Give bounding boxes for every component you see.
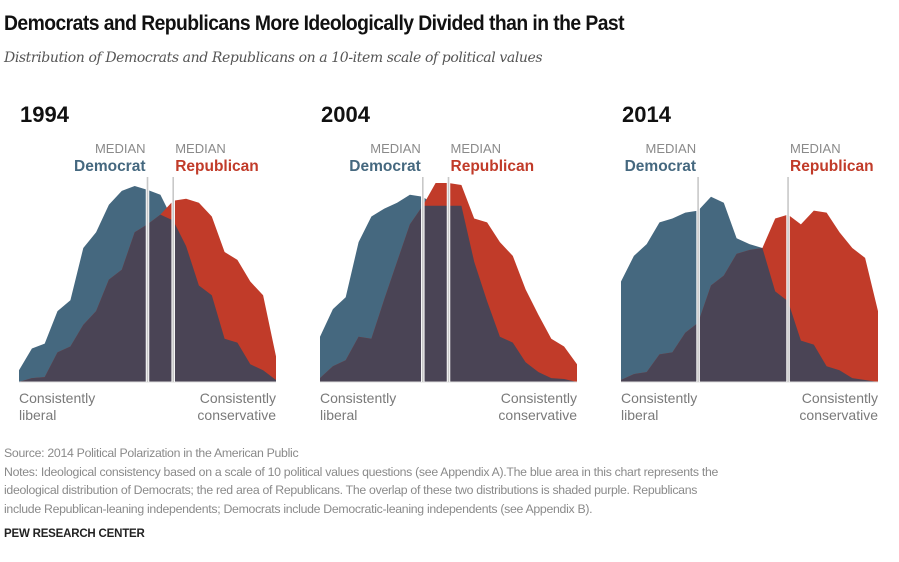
- axis-label-liberal: liberal: [19, 407, 56, 423]
- axis-label-conservative: conservative: [799, 407, 878, 423]
- axis-label-liberal: Consistently: [621, 390, 697, 406]
- axis-label-liberal: liberal: [621, 407, 658, 423]
- democrat-label: Democrat: [349, 158, 421, 175]
- axis-label-liberal: Consistently: [320, 390, 396, 406]
- year-label: 2004: [321, 102, 371, 127]
- democrat-label: Democrat: [625, 158, 697, 175]
- axis-label-conservative: conservative: [197, 407, 276, 423]
- axis-label-conservative: conservative: [498, 407, 577, 423]
- axis-label-conservative: Consistently: [802, 390, 878, 406]
- axis-label-conservative: Consistently: [200, 390, 276, 406]
- republican-label: Republican: [175, 158, 259, 175]
- median-label: MEDIAN: [370, 141, 421, 156]
- chart-subtitle: Distribution of Democrats and Republican…: [4, 50, 543, 66]
- pew-logo-text: PEW RESEARCH CENTER: [4, 528, 145, 540]
- year-label: 1994: [20, 102, 70, 127]
- median-label: MEDIAN: [790, 141, 841, 156]
- median-label: MEDIAN: [95, 141, 146, 156]
- axis-label-liberal: liberal: [320, 407, 357, 423]
- median-label: MEDIAN: [646, 141, 697, 156]
- notes-line: include Republican-leaning independents;…: [4, 501, 593, 516]
- republican-label: Republican: [790, 158, 874, 175]
- axis-label-conservative: Consistently: [501, 390, 577, 406]
- overlap-area: [621, 248, 878, 382]
- axis-label-liberal: Consistently: [19, 390, 95, 406]
- median-label: MEDIAN: [451, 141, 502, 156]
- democrat-label: Democrat: [74, 158, 146, 175]
- notes-line: Notes: Ideological consistency based on …: [4, 464, 719, 479]
- chart-title: Democrats and Republicans More Ideologic…: [4, 12, 625, 35]
- notes-block: Source: 2014 Political Polarization in t…: [4, 444, 894, 518]
- year-label: 2014: [622, 102, 672, 127]
- source-text: Source: 2014 Political Polarization in t…: [4, 446, 299, 460]
- notes-line: ideological distribution of Democrats; t…: [4, 483, 698, 497]
- median-label: MEDIAN: [175, 141, 226, 156]
- republican-label: Republican: [451, 158, 535, 175]
